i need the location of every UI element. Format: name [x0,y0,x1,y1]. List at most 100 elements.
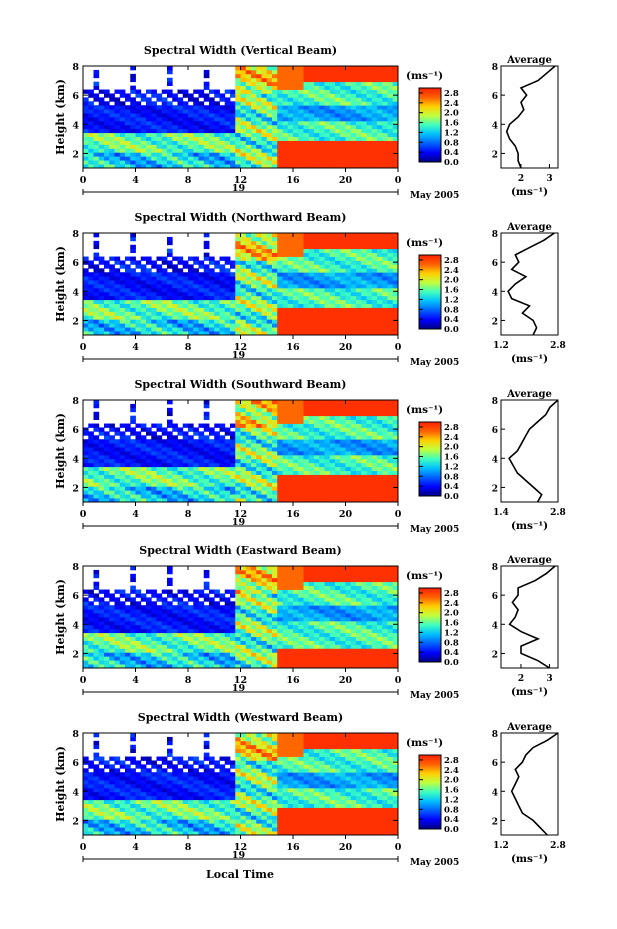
heatmap-cell [350,148,357,153]
heatmap-cell [98,656,105,661]
heatmap-cell [98,439,105,444]
heatmap-cell [308,244,315,250]
heatmap-cell [319,280,325,285]
heatmap-cell [98,97,105,102]
heatmap-cell [130,97,136,102]
heatmap-cell [83,280,89,285]
heatmap-cell [224,451,231,456]
heatmap-cell [356,252,362,257]
heatmap-cell [177,164,184,169]
heatmap-cell [93,470,100,475]
heatmap-cell [203,451,210,456]
heatmap-cell [245,435,252,440]
heatmap-cell [104,105,110,110]
heatmap-cell [361,458,367,464]
heatmap-cell [319,236,325,242]
heatmap-cell [256,156,262,161]
heatmap-cell [308,482,315,487]
heatmap-cell [314,284,320,289]
heatmap-cell [350,403,357,409]
heatmap-cell [256,431,262,436]
heatmap-cell [188,164,194,169]
heatmap-cell [151,431,157,436]
heatmap-cell [203,400,210,405]
heatmap-cell [361,451,367,456]
heatmap-cell [293,466,299,472]
heatmap-cell [230,593,236,598]
heatmap-cell [298,101,304,106]
heatmap-cell [130,291,136,297]
heatmap-cell [350,423,357,428]
heatmap-cell [319,435,325,440]
heatmap-cell [324,109,331,114]
heatmap-cell [93,144,100,149]
heatmap-cell [340,144,346,149]
heatmap-cell [266,462,273,468]
heatmap-cell [371,307,378,312]
heatmap-cell [93,593,100,598]
heatmap-cell [219,287,226,293]
heatmap-cell [314,478,320,483]
heatmap-cell [371,152,378,157]
heatmap-cell [151,648,157,653]
heatmap-cell [272,252,278,257]
heatmap-cell [256,236,262,242]
heatmap-cell [98,117,105,122]
heatmap-cell [140,303,147,308]
heatmap-cell [83,652,89,657]
heatmap-cell [151,132,157,138]
heatmap-cell [371,311,378,316]
heatmap-cell [298,136,304,141]
heatmap-cell [193,478,199,483]
heatmap-cell [172,160,178,165]
x-tick-label: 0 [80,175,87,186]
heatmap-cell [245,566,252,571]
heatmap-cell [203,632,210,638]
heatmap-cell [282,474,289,479]
heatmap-cell [335,311,341,316]
heatmap-cell [329,431,336,436]
heatmap-cell [135,152,142,157]
heatmap-cell [130,447,136,452]
heatmap-cell [371,105,378,110]
heatmap-cell [319,291,325,297]
heatmap-cell [219,291,226,297]
heatmap-cell [88,664,94,669]
heatmap-cell [156,264,163,269]
heatmap-cell [387,276,394,281]
heatmap-cell [98,490,105,495]
heatmap-cell [235,419,241,424]
heatmap-cell [287,276,294,281]
heatmap-cell [219,268,226,273]
heatmap-cell [277,264,283,269]
heatmap-cell [203,93,210,98]
heatmap-cell [256,89,262,94]
heatmap-cell [287,470,294,475]
heatmap-cell [382,160,388,165]
heatmap-cell [224,605,231,610]
heatmap-cell [104,454,110,460]
heatmap-cell [308,400,315,405]
heatmap-cell [167,632,173,638]
heatmap-cell [119,474,126,479]
heatmap-cell [114,644,121,649]
heatmap-cell [83,628,89,634]
heatmap-cell [93,276,100,281]
heatmap-cell [167,439,173,444]
heatmap-cell [146,256,152,261]
heatmap-cell [387,120,394,126]
heatmap-cell [287,264,294,269]
heatmap-cell [167,136,173,141]
heatmap-cell [277,315,283,320]
heatmap-cell [135,462,142,468]
heatmap-cell [172,660,178,665]
heatmap-cell [245,601,252,606]
heatmap-cell [193,268,199,273]
heatmap-cell [203,648,210,653]
heatmap-cell [298,331,304,336]
heatmap-cell [167,640,173,645]
heatmap-cell [156,93,163,98]
heatmap-cell [277,451,283,456]
heatmap-cell [319,136,325,141]
heatmap-cell [182,291,189,297]
